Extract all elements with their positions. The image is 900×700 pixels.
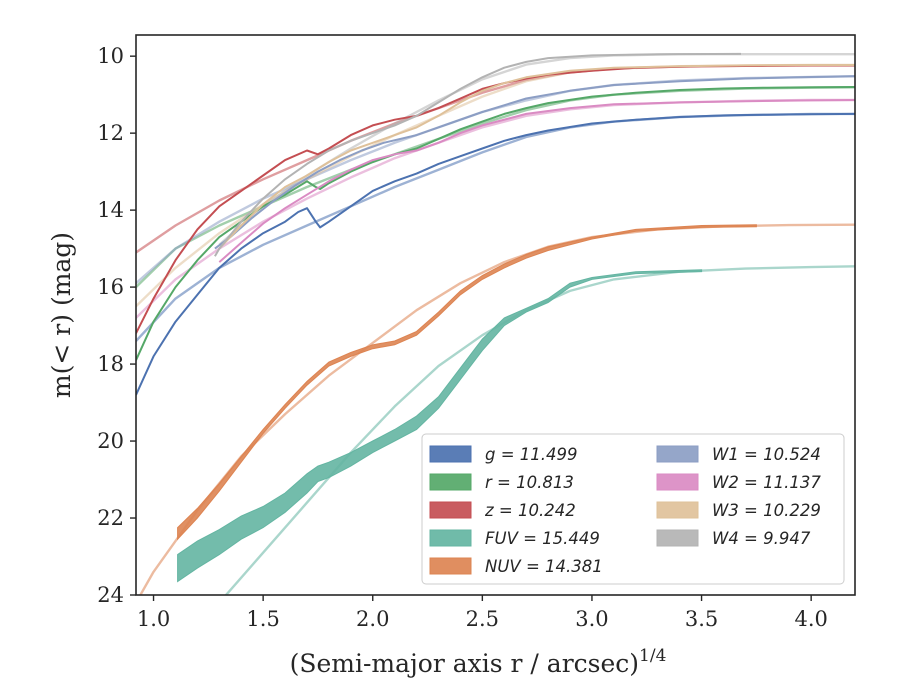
legend-entry-4: NUV = 14.381 bbox=[485, 557, 603, 576]
legend-swatch-4 bbox=[429, 557, 472, 575]
legend-swatch-0 bbox=[429, 445, 472, 463]
x-tick-label: 3.0 bbox=[575, 607, 608, 631]
legend-swatch-8 bbox=[656, 529, 699, 547]
y-tick-label: 10 bbox=[97, 44, 124, 68]
legend-entry-6: W2 = 11.137 bbox=[712, 473, 821, 492]
y-axis: 10 12 14 16 18 20 22 24 bbox=[97, 44, 136, 607]
legend-swatch-2 bbox=[429, 501, 472, 519]
legend-entry-2: z = 10.242 bbox=[484, 501, 576, 520]
x-axis: 1.0 1.5 2.0 2.5 3.0 3.5 4.0 bbox=[137, 595, 828, 631]
series-5-profile-line bbox=[214, 75, 855, 250]
series-6-profile-line bbox=[218, 99, 855, 263]
y-tick-label: 18 bbox=[97, 352, 124, 376]
y-tick-label: 16 bbox=[97, 275, 124, 299]
legend-entry-0: g = 11.499 bbox=[485, 445, 578, 464]
series-3-band bbox=[177, 269, 703, 583]
series-0-profile-line bbox=[136, 112, 855, 396]
legend-swatch-3 bbox=[429, 529, 472, 547]
series-8-profile-line bbox=[214, 52, 742, 257]
series-7-profile-line bbox=[218, 64, 855, 250]
legend-swatch-7 bbox=[656, 501, 699, 519]
series-8-model-line bbox=[218, 53, 855, 246]
y-axis-title: m(< r) (mag) bbox=[47, 232, 76, 398]
series-4-band bbox=[177, 224, 757, 541]
y-tick-label: 12 bbox=[97, 121, 124, 145]
x-tick-label: 1.0 bbox=[137, 607, 170, 631]
series-0-model-line bbox=[136, 112, 855, 342]
y-tick-label: 24 bbox=[97, 583, 124, 607]
x-tick-label: 3.5 bbox=[685, 607, 718, 631]
y-tick-label: 20 bbox=[97, 429, 124, 453]
y-tick-label: 14 bbox=[97, 198, 124, 222]
legend: g = 11.499 r = 10.813 z = 10.242 FUV = 15.4… bbox=[421, 433, 845, 585]
series-layer bbox=[136, 52, 855, 595]
legend-box bbox=[421, 433, 845, 585]
plot-frame bbox=[135, 34, 856, 596]
series-2-profile-line bbox=[136, 64, 855, 334]
legend-swatch-6 bbox=[656, 473, 699, 491]
y-tick-label: 22 bbox=[97, 506, 124, 530]
legend-swatch-1 bbox=[429, 473, 472, 491]
legend-entry-8: W4 = 9.947 bbox=[712, 529, 811, 548]
legend-entry-7: W3 = 10.229 bbox=[712, 501, 821, 520]
legend-entry-1: r = 10.813 bbox=[485, 473, 574, 492]
x-tick-label: 1.5 bbox=[246, 607, 279, 631]
x-tick-label: 2.5 bbox=[466, 607, 499, 631]
x-axis-title: (Semi-major axis r / arcsec)1/4 bbox=[290, 646, 667, 678]
x-tick-label: 2.0 bbox=[356, 607, 389, 631]
legend-entry-3: FUV = 15.449 bbox=[485, 529, 600, 548]
legend-swatch-5 bbox=[656, 445, 699, 463]
series-3-model-line bbox=[224, 265, 855, 595]
legend-entry-5: W1 = 10.524 bbox=[712, 445, 821, 464]
x-tick-label: 4.0 bbox=[794, 607, 827, 631]
